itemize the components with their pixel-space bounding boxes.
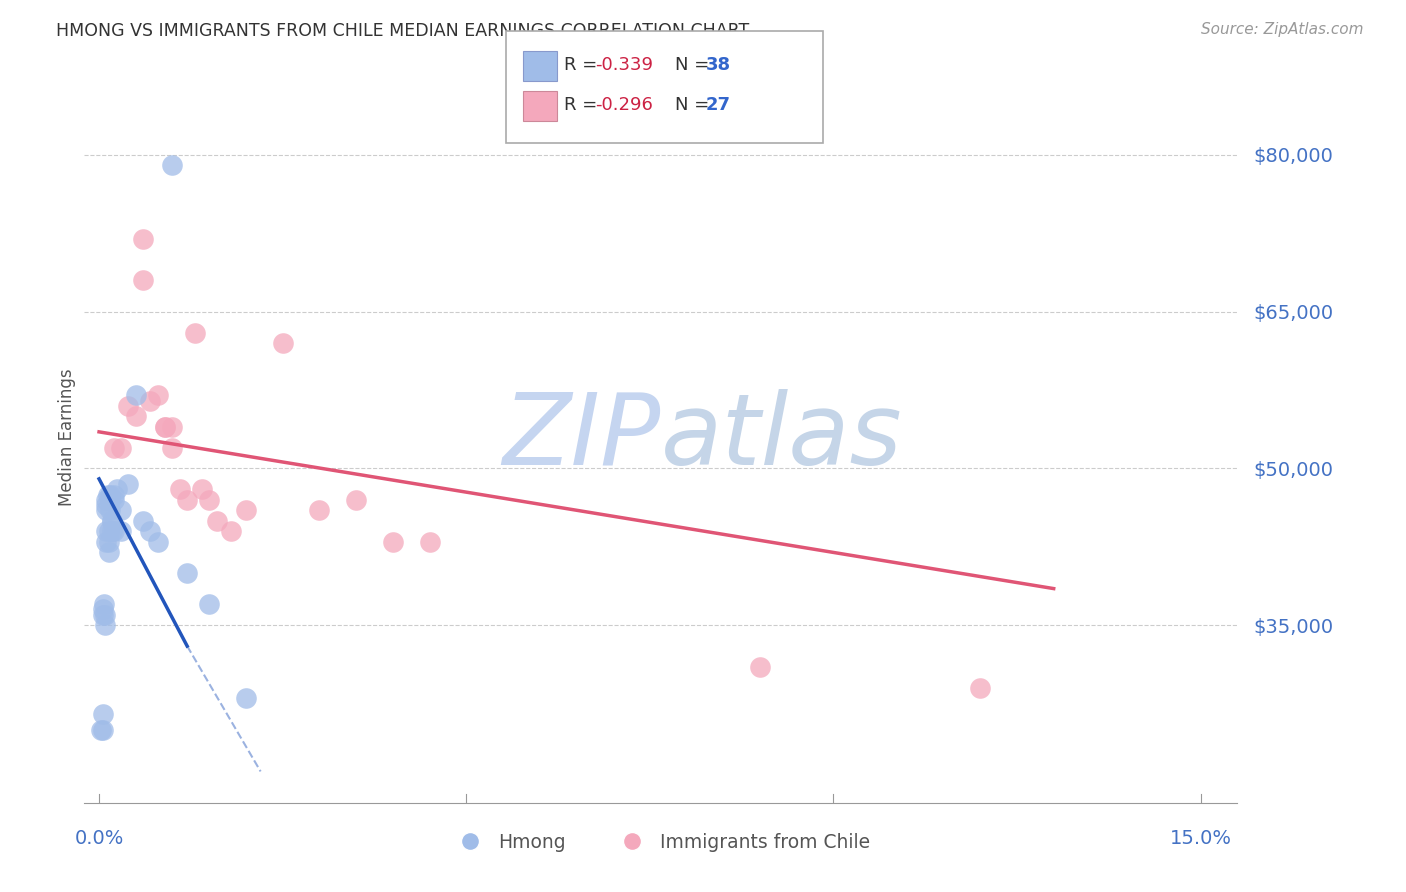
Point	[146, 388, 169, 402]
Point	[98, 545, 121, 559]
Point	[198, 597, 221, 611]
Point	[93, 607, 115, 622]
Text: R =: R =	[564, 56, 603, 74]
Text: Source: ZipAtlas.com: Source: ZipAtlas.com	[1201, 22, 1364, 37]
Text: N =: N =	[675, 56, 714, 74]
Point	[271, 336, 294, 351]
Point	[103, 441, 125, 455]
Point	[97, 524, 120, 538]
Point	[219, 524, 242, 538]
Point	[235, 691, 257, 706]
Text: HMONG VS IMMIGRANTS FROM CHILE MEDIAN EARNINGS CORRELATION CHART: HMONG VS IMMIGRANTS FROM CHILE MEDIAN EA…	[56, 22, 749, 40]
Point	[176, 566, 198, 580]
Point	[749, 660, 772, 674]
Point	[98, 487, 121, 501]
Point	[344, 492, 367, 507]
Text: 0.0%: 0.0%	[75, 829, 124, 848]
Point	[110, 503, 132, 517]
Point	[91, 723, 114, 737]
Point	[162, 441, 184, 455]
Point	[97, 534, 120, 549]
Point	[132, 231, 155, 245]
Text: -0.296: -0.296	[595, 96, 652, 114]
Point	[110, 441, 132, 455]
Point	[153, 419, 176, 434]
Y-axis label: Median Earnings: Median Earnings	[58, 368, 76, 506]
Point	[153, 419, 176, 434]
Point	[125, 409, 148, 424]
Point	[139, 524, 162, 538]
Text: 38: 38	[706, 56, 731, 74]
Text: 27: 27	[706, 96, 731, 114]
Point	[96, 524, 118, 538]
Point	[91, 706, 114, 721]
Text: -0.339: -0.339	[595, 56, 652, 74]
Point	[191, 483, 214, 497]
Point	[198, 492, 221, 507]
Text: N =: N =	[675, 96, 714, 114]
Point	[100, 514, 122, 528]
Point	[132, 514, 155, 528]
Point	[98, 503, 121, 517]
Point	[93, 602, 115, 616]
Point	[162, 419, 184, 434]
Point	[117, 399, 139, 413]
Point	[205, 514, 228, 528]
Point	[169, 483, 191, 497]
Point	[132, 273, 155, 287]
Point	[110, 524, 132, 538]
Point	[94, 607, 117, 622]
Point	[93, 597, 115, 611]
Point	[103, 524, 125, 538]
Point	[90, 723, 112, 737]
Point	[125, 388, 148, 402]
Point	[117, 477, 139, 491]
Point	[183, 326, 205, 340]
Text: 15.0%: 15.0%	[1170, 829, 1232, 848]
Point	[96, 498, 118, 512]
Text: atlas: atlas	[661, 389, 903, 485]
Point	[139, 393, 162, 408]
Point	[97, 487, 120, 501]
Point	[103, 487, 125, 501]
Point	[308, 503, 330, 517]
Point	[96, 492, 118, 507]
Point	[235, 503, 257, 517]
Point	[418, 534, 440, 549]
Point	[146, 534, 169, 549]
Point	[107, 483, 129, 497]
Point	[96, 534, 118, 549]
Point	[969, 681, 991, 695]
Point	[162, 158, 184, 172]
Legend: Hmong, Immigrants from Chile: Hmong, Immigrants from Chile	[444, 825, 877, 859]
Point	[98, 492, 121, 507]
Point	[94, 618, 117, 632]
Point	[176, 492, 198, 507]
Point	[96, 503, 118, 517]
Text: ZIP: ZIP	[502, 389, 661, 485]
Text: R =: R =	[564, 96, 603, 114]
Point	[101, 524, 124, 538]
Point	[100, 514, 122, 528]
Point	[381, 534, 404, 549]
Point	[103, 492, 125, 507]
